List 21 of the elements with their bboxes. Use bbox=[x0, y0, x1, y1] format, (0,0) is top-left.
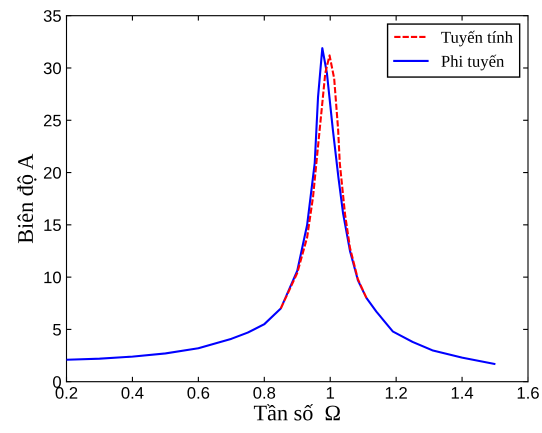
x-tick-label: 0.2 bbox=[56, 387, 78, 399]
y-tick-label: 10 bbox=[44, 272, 61, 284]
x-tick-label: 1 bbox=[326, 387, 334, 399]
legend-label: Tuyến tính bbox=[441, 30, 513, 46]
y-tick-label: 15 bbox=[44, 219, 61, 232]
line-series bbox=[280, 54, 368, 310]
y-tick-label: 30 bbox=[44, 62, 61, 74]
y-axis-title: Biên độ A bbox=[17, 154, 36, 244]
legend-label: Phi tuyến bbox=[441, 54, 504, 70]
x-tick-label: 1.4 bbox=[452, 387, 474, 399]
y-tick-label: 0 bbox=[53, 376, 61, 388]
y-tick-label: 25 bbox=[44, 114, 61, 126]
x-tick-label: 1.2 bbox=[386, 387, 407, 399]
x-tick-label: 0.6 bbox=[187, 387, 210, 399]
x-axis-title: Tần số Ω bbox=[254, 404, 340, 421]
y-tick-label: 20 bbox=[44, 166, 61, 179]
x-tick-label: 0.4 bbox=[121, 387, 144, 399]
y-tick-label: 35 bbox=[44, 10, 61, 22]
y-tick-label: 5 bbox=[53, 324, 61, 336]
x-tick-label: 0.8 bbox=[253, 387, 276, 399]
x-tick-label: 1.6 bbox=[518, 387, 539, 399]
